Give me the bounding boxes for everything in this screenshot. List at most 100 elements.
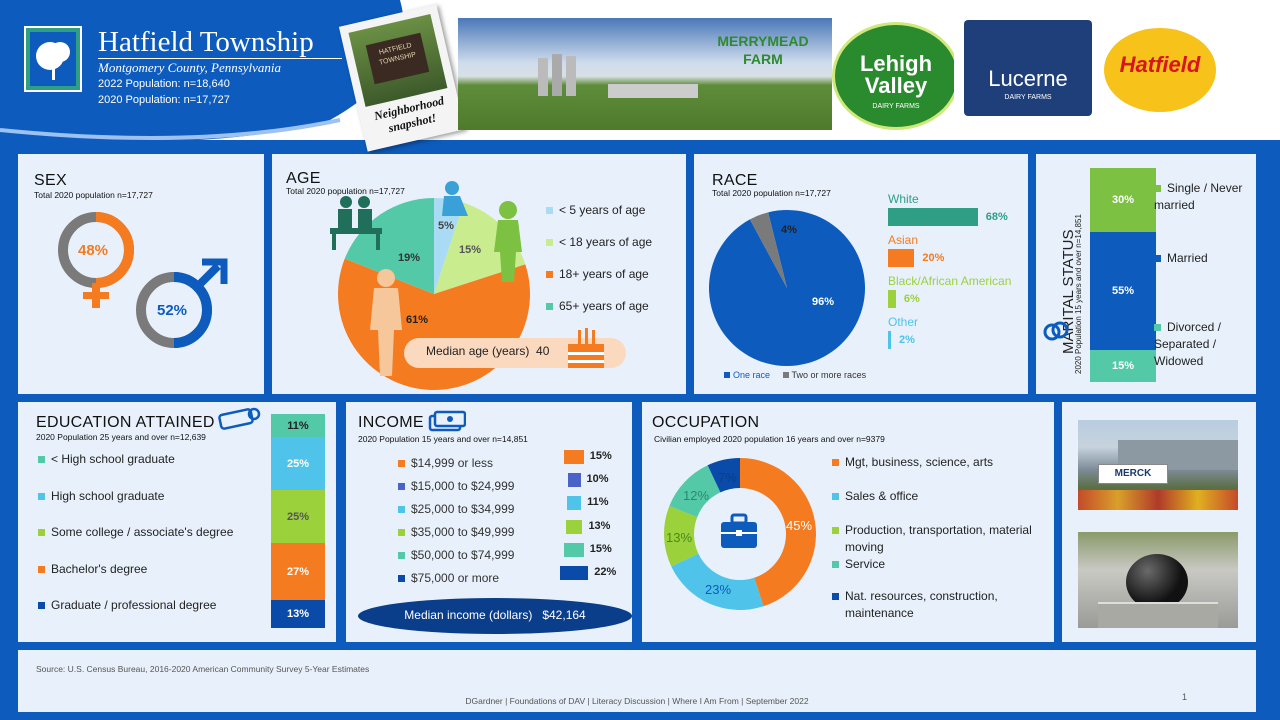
sex-note: Total 2020 population n=17,727 [34, 190, 153, 200]
education-note: 2020 Population 25 years and over n=12,6… [36, 432, 206, 442]
occupation-slice [707, 458, 740, 493]
income-note: 2020 Population 15 years and over n=14,8… [358, 434, 528, 444]
marital-legend-item: Divorced / Separated / Widowed [1154, 320, 1222, 368]
page-subtitle: Montgomery County, Pennsylvania [98, 60, 282, 75]
marital-segment: 30% [1090, 168, 1156, 233]
teen-icon [494, 201, 522, 282]
hatfield-logo-text: Hatfield [1119, 52, 1201, 77]
child-icon [442, 181, 468, 216]
age-legend-item: 18+ years of age [546, 258, 652, 290]
income-legend-item: $25,000 to $34,999 [398, 502, 514, 516]
income-bars: 15% 10% 11% 13% 15% 22% [542, 448, 632, 588]
race-title: RACE [712, 172, 758, 189]
education-legend-item: Bachelor's degree [38, 562, 147, 576]
race-slice [709, 210, 865, 366]
race-bar [888, 331, 891, 349]
footer-panel: Source: U.S. Census Bureau, 2016-2020 Am… [18, 650, 1256, 712]
header-swoosh [0, 0, 1280, 148]
income-value: 22% [594, 566, 617, 578]
lehigh-logo-text: Lehigh Valley [859, 51, 933, 98]
seniors-bench-icon [330, 196, 382, 250]
title-underline [98, 58, 342, 59]
silo [538, 58, 548, 96]
race-bars: White 68% Asian 20% Black/African American 6%… [888, 192, 1028, 362]
occupation-title: OCCUPATION [652, 414, 760, 431]
age-panel: AGE Total 2020 population n=17,727 5% 15… [272, 154, 686, 394]
income-legend-item: $75,000 or more [398, 571, 499, 585]
race-bar-value: 6% [903, 293, 920, 305]
snapshot-photo: HATFIELD TOWNSHIP [348, 13, 448, 107]
lucerne-logo-sub: DAIRY FARMS [1004, 94, 1052, 101]
occupation-legend-item: Service [832, 556, 885, 573]
age-title: AGE [286, 170, 321, 187]
occupation-panel: OCCUPATION Civilian employed 2020 popula… [642, 402, 1054, 642]
lehigh-logo-sub: DAIRY FARMS [872, 103, 920, 110]
race-bar [888, 208, 978, 226]
education-legend-item: High school graduate [38, 489, 164, 503]
occupation-slice [664, 506, 699, 567]
merck-sign: MERCK [1098, 464, 1168, 484]
race-bar-label: Asian [888, 233, 919, 247]
silo [552, 54, 562, 96]
occupation-slice [740, 458, 816, 607]
occupation-label: 12% [683, 488, 710, 503]
marital-panel: MARITAL STATUS 2020 Population 15 years … [1036, 154, 1256, 394]
diploma-icon [218, 407, 261, 430]
education-panel: EDUCATION ATTAINED 2020 Population 25 ye… [18, 402, 336, 642]
population-2022: 2022 Population: n=18,640 [98, 78, 230, 90]
income-legend-item: $50,000 to $74,999 [398, 548, 514, 562]
farm-photo: MERRYMEAD FARM [458, 18, 832, 130]
occupation-legend-item: Production, transportation, material mov… [832, 522, 1050, 556]
education-legend-item: < High school graduate [38, 452, 175, 466]
merck-photo: MERCK [1078, 420, 1238, 510]
credit-line: DGardner | Foundations of DAV | Literacy… [465, 696, 809, 706]
fountain-photo [1078, 532, 1238, 628]
money-icon [428, 410, 466, 432]
lucerne-logo: Lucerne DAIRY FARMS [954, 14, 1102, 128]
education-segment: 13% [271, 600, 325, 628]
income-bar [564, 450, 584, 464]
population-2020: 2020 Population: n=17,727 [98, 94, 230, 106]
race-bar-value: 2% [899, 334, 915, 346]
education-segment: 11% [271, 414, 325, 438]
occupation-legend-item: Mgt, business, science, arts [832, 454, 993, 471]
marital-note: 2020 Population 15 years and over n=14,8… [1074, 214, 1083, 374]
briefcase-icon [721, 513, 757, 548]
median-income-pill [358, 598, 632, 634]
occupation-label: 45% [786, 518, 813, 533]
income-bar [559, 566, 589, 580]
occupation-slice [669, 465, 721, 518]
education-segment: 27% [271, 543, 325, 601]
marital-segment: 55% [1090, 232, 1156, 350]
page-title: Hatfield Township [98, 26, 314, 58]
race-pie-label: 4% [781, 224, 797, 236]
age-slice-label: 15% [459, 244, 482, 256]
occupation-note: Civilian employed 2020 population 16 yea… [654, 434, 885, 444]
income-panel: INCOME 2020 Population 15 years and over… [346, 402, 632, 642]
marital-segment: 15% [1090, 349, 1156, 382]
marital-legend-item: Married [1154, 250, 1208, 267]
income-legend-item: $14,999 or less [398, 456, 493, 470]
median-income: Median income (dollars) $42,164 [404, 608, 586, 622]
income-bar [564, 542, 584, 557]
income-bar [565, 519, 583, 534]
barn [608, 84, 698, 98]
marital-stack: 30% 55% 15% [1090, 168, 1156, 382]
source-note: Source: U.S. Census Bureau, 2016-2020 Am… [36, 664, 370, 674]
income-title: INCOME [358, 414, 424, 431]
income-value: 13% [588, 519, 611, 532]
income-legend-item: $35,000 to $49,999 [398, 525, 514, 539]
male-value: 52% [157, 302, 188, 319]
occupation-label: 23% [705, 582, 732, 597]
age-legend-item: 65+ years of age [546, 290, 652, 322]
marital-legend-item: Single / Never married [1154, 181, 1243, 212]
education-legend-item: Graduate / professional degree [38, 598, 216, 612]
race-bar-value: 68% [985, 211, 1008, 223]
race-panel: RACE Total 2020 population n=17,727 96% … [694, 154, 1028, 394]
race-bar-label: Other [888, 315, 919, 329]
race-bar [888, 290, 896, 308]
race-pie [709, 210, 865, 366]
fountain-base [1098, 602, 1218, 628]
occupation-label: 7% [718, 470, 737, 485]
female-value: 48% [78, 242, 109, 259]
